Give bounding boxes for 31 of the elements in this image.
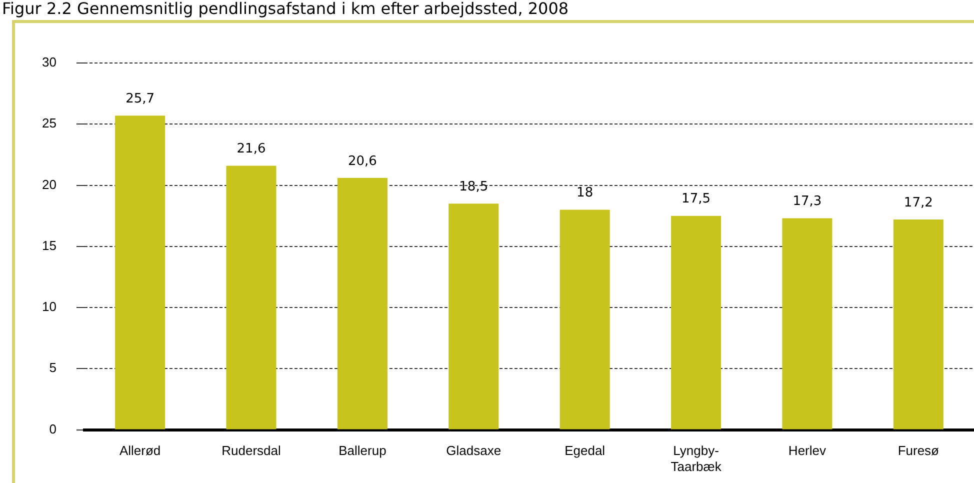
x-tick-label: Lyngby-Taarbæk [670, 443, 722, 474]
y-tick-label: 10 [42, 299, 56, 314]
bar [671, 216, 722, 430]
x-tick-label: Egedal [564, 443, 606, 458]
bar [782, 218, 832, 430]
y-tick-label: 20 [42, 176, 56, 192]
bar [337, 178, 388, 430]
data-label: 25,7 [126, 91, 155, 106]
bar [560, 210, 610, 430]
bar [893, 220, 944, 430]
x-tick-label: Rudersdal [222, 443, 281, 458]
x-tick-label: Allerød [119, 443, 161, 458]
x-tick-label: Furesø [898, 443, 940, 458]
x-tick-label: Herlev [788, 443, 826, 458]
data-label: 17,5 [682, 192, 710, 207]
bar [226, 166, 276, 430]
data-label: 18 [576, 186, 594, 201]
x-tick-label: Gladsaxe [446, 443, 502, 458]
data-label: 17,2 [904, 195, 933, 210]
y-tick-label: 0 [49, 421, 56, 436]
chart-title: Figur 2.2 Gennemsnitlig pendlingsafstand i km efter arbejdssted, 2008 [1, 0, 570, 20]
bar [448, 204, 499, 430]
y-tick-label: 30 [42, 54, 56, 70]
y-tick-label: 5 [49, 360, 56, 376]
data-label: 20,6 [348, 154, 377, 169]
y-tick-label: 15 [42, 238, 56, 253]
y-tick-label: 25 [42, 116, 56, 131]
data-label: 21,6 [236, 142, 266, 157]
bar [115, 116, 166, 430]
data-label: 17,3 [792, 194, 822, 210]
x-tick-label: Ballerup [338, 443, 386, 458]
